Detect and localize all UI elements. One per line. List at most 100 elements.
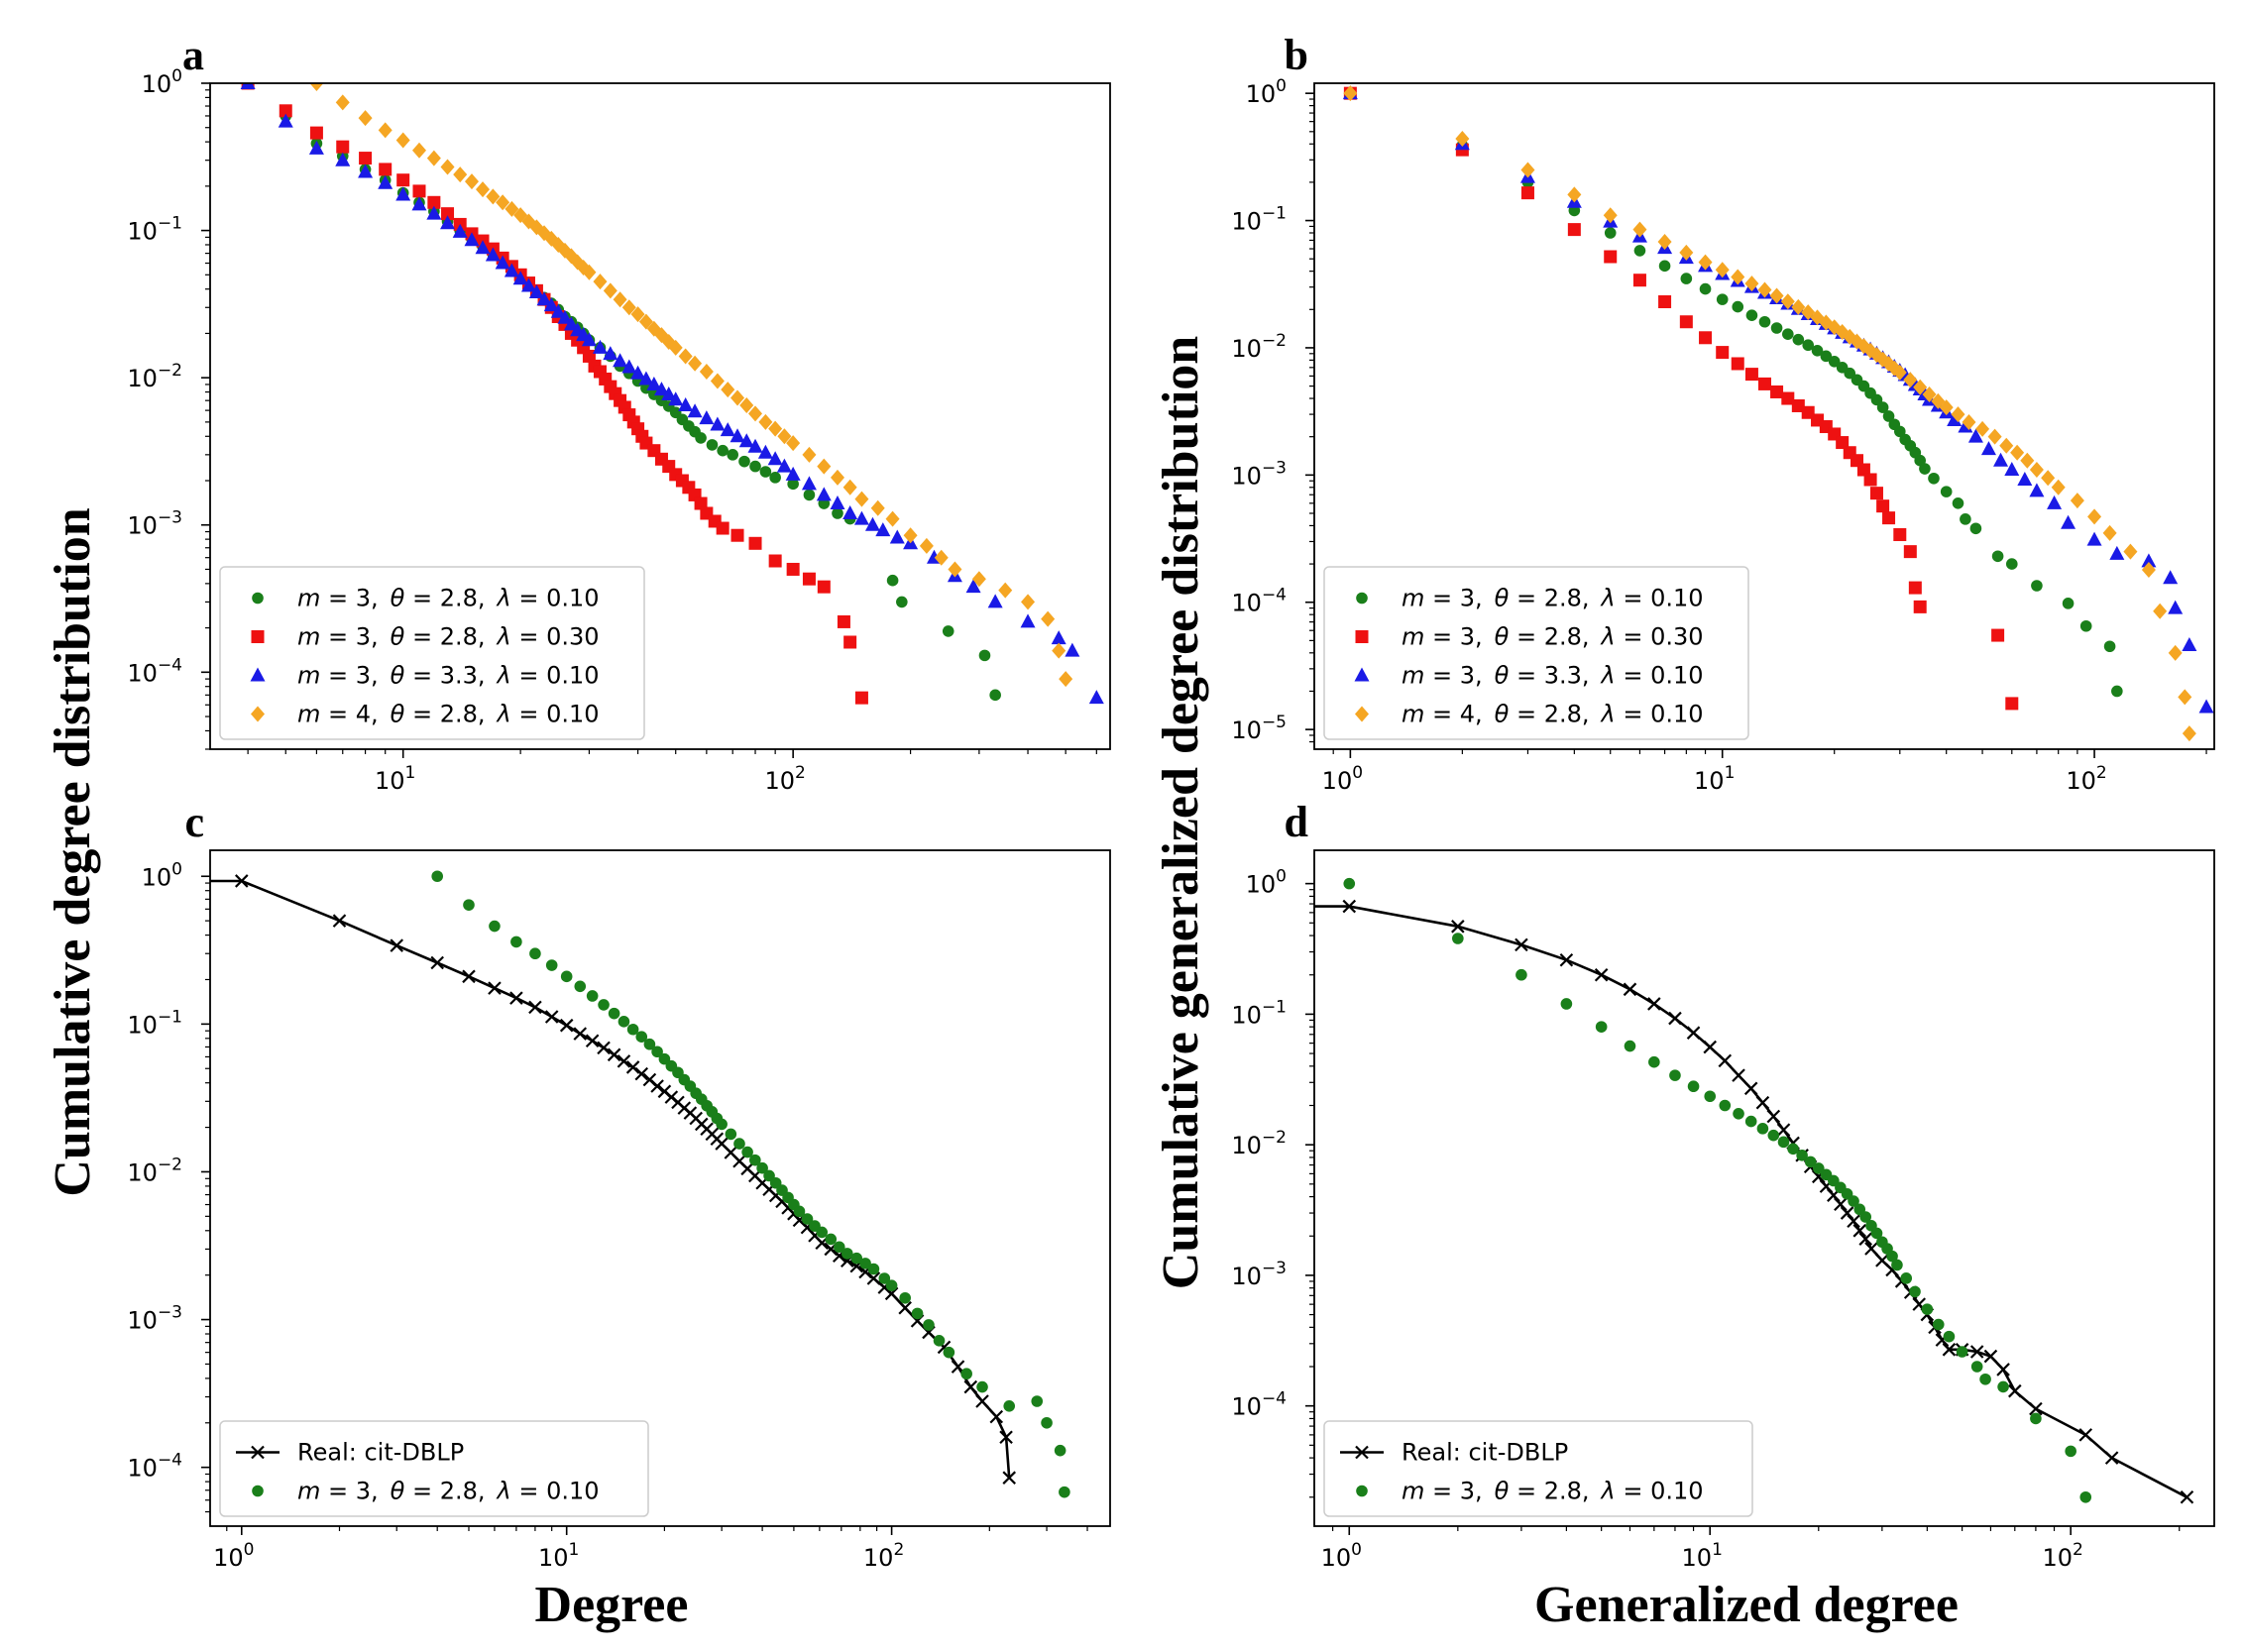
data-point: [1767, 1129, 1780, 1142]
plot-area: [210, 870, 1070, 1498]
data-point: [2004, 462, 2020, 477]
legend-entry: m = 4, θ = 2.8, λ = 0.10: [251, 701, 600, 728]
data-point: [1698, 254, 1713, 271]
series: [1344, 87, 2123, 698]
legend-marker: [250, 667, 266, 682]
data-point: [749, 460, 761, 473]
data-point: [1731, 357, 1744, 371]
data-point: [427, 195, 441, 209]
data-point: [1657, 234, 1672, 251]
data-point: [830, 496, 845, 510]
legend-box: [1323, 1420, 1753, 1517]
data-point: [1059, 1486, 1070, 1498]
y-tick-label: 10−2: [127, 361, 182, 392]
axes-frame: [209, 849, 1111, 1527]
data-point: [638, 313, 653, 330]
y-tick-label: 10−4: [1231, 586, 1287, 617]
data-point: [866, 1271, 881, 1285]
data-point: [1745, 309, 1758, 321]
data-point: [598, 999, 610, 1011]
data-point: [678, 396, 694, 411]
data-point: [2029, 483, 2045, 497]
series: [210, 874, 1016, 1485]
data-point: [1908, 581, 1922, 595]
data-point: [963, 1379, 978, 1394]
legend-label: m = 3, θ = 2.8, λ = 0.30: [1402, 623, 1704, 651]
legend-label: m = 4, θ = 2.8, λ = 0.10: [297, 701, 600, 728]
data-point: [1560, 998, 1573, 1010]
data-point: [544, 1010, 559, 1024]
data-point: [833, 1241, 845, 1254]
data-point: [801, 476, 817, 491]
legend-label: Real: cit-DBLP: [1402, 1439, 1568, 1467]
data-point: [359, 152, 373, 165]
data-point: [440, 215, 456, 230]
data-point: [1882, 511, 1896, 525]
data-point: [999, 1430, 1013, 1445]
data-point: [2180, 1489, 2194, 1504]
data-point: [653, 382, 669, 396]
y-tick-label: 10−3: [127, 1303, 182, 1335]
data-point: [1983, 1349, 1998, 1364]
data-point: [278, 113, 293, 128]
legend-entry: m = 4, θ = 2.8, λ = 0.10: [1355, 701, 1704, 728]
legend: m = 3, θ = 2.8, λ = 0.10 m = 3, θ = 2.8, …: [1323, 566, 1749, 740]
data-point: [2008, 1383, 2022, 1398]
data-point: [621, 299, 636, 316]
data-point: [1715, 262, 1730, 278]
data-point: [582, 264, 597, 280]
data-point: [396, 173, 410, 187]
data-point: [2010, 444, 2025, 461]
data-point: [738, 455, 750, 468]
x-tick-label: 101: [1694, 763, 1735, 795]
data-point: [1515, 968, 1527, 981]
data-point: [1603, 207, 1618, 224]
data-point: [2102, 524, 2117, 541]
data-point: [1869, 487, 1883, 500]
data-point: [1343, 85, 1358, 102]
data-point: [378, 122, 393, 139]
data-point: [688, 355, 703, 372]
x-tick-label: 101: [375, 763, 415, 795]
data-point: [1848, 1195, 1859, 1207]
data-point: [803, 489, 816, 501]
data-point: [2086, 531, 2102, 546]
data-point: [1863, 473, 1877, 487]
data-point: [923, 1319, 935, 1331]
data-point: [411, 196, 427, 211]
x-tick-label: 100: [213, 1540, 254, 1572]
data-point: [1956, 1346, 1968, 1358]
data-point: [1658, 295, 1672, 309]
minor-ticks: [1309, 98, 2207, 754]
data-point: [898, 1300, 912, 1315]
data-point: [841, 1248, 853, 1260]
data-point: [335, 94, 350, 111]
data-point: [431, 870, 444, 883]
data-point: [1876, 401, 1889, 413]
data-point: [2079, 619, 2092, 632]
data-point: [505, 200, 519, 217]
data-point: [510, 936, 522, 948]
data-point: [1852, 1224, 1867, 1238]
data-point: [965, 579, 981, 594]
data-point: [2041, 470, 2056, 487]
series: [309, 83, 1073, 688]
panel-letter: a: [182, 31, 204, 79]
data-point: [1922, 386, 1937, 403]
data-point: [1743, 1081, 1758, 1096]
data-point: [859, 1258, 871, 1269]
data-point: [309, 83, 324, 91]
data-point: [1811, 345, 1824, 357]
data-point: [2182, 725, 2196, 742]
data-point: [1847, 1214, 1860, 1229]
y-tick-label: 10−1: [1231, 204, 1287, 236]
data-point: [1776, 1123, 1791, 1137]
data-point: [441, 207, 455, 221]
y-tick-label: 10−4: [1231, 1389, 1287, 1421]
data-point: [617, 1054, 631, 1068]
data-point: [668, 339, 683, 356]
legend-label: m = 3, θ = 3.3, λ = 0.10: [297, 662, 600, 690]
y-tick-label: 10−2: [1231, 331, 1287, 363]
